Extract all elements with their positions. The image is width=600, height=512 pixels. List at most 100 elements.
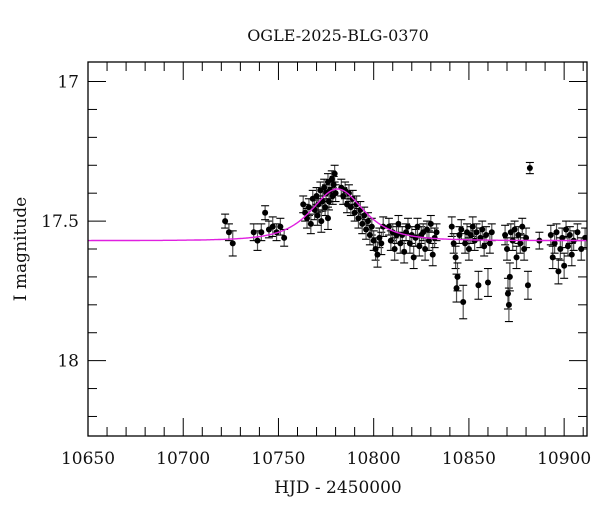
- data-point: [511, 226, 518, 233]
- data-point: [504, 290, 511, 297]
- data-point: [305, 204, 312, 211]
- data-point: [433, 229, 440, 236]
- data-point: [505, 301, 512, 308]
- x-axis-label: HJD - 2450000: [274, 478, 402, 498]
- data-point: [391, 246, 398, 252]
- plot-frame: [87, 61, 588, 437]
- data-point: [465, 246, 472, 252]
- data-point: [364, 218, 371, 225]
- data-point: [330, 181, 337, 188]
- data-point: [475, 282, 482, 289]
- data-point: [262, 209, 269, 216]
- data-point: [526, 165, 533, 172]
- data-point: [479, 226, 486, 233]
- data-point: [553, 229, 560, 236]
- axis-ticks: [87, 62, 587, 436]
- data-point: [318, 218, 325, 225]
- data-point: [307, 220, 314, 227]
- data-point: [324, 215, 331, 222]
- data-point: [250, 229, 257, 236]
- data-point: [483, 232, 490, 239]
- data-point: [517, 240, 524, 247]
- data-point: [504, 246, 511, 252]
- data-point: [376, 234, 383, 241]
- x-tick-label: 10650: [61, 449, 115, 469]
- data-point: [325, 198, 332, 205]
- data-point: [258, 229, 265, 236]
- data-point: [555, 268, 562, 275]
- y-axis-label: I magnitude: [11, 197, 31, 301]
- data-point: [254, 237, 261, 244]
- data-point: [521, 246, 528, 252]
- data-point: [314, 212, 321, 219]
- data-point: [370, 237, 377, 244]
- x-tick-label: 10800: [347, 449, 401, 469]
- data-point: [277, 223, 284, 230]
- data-point: [387, 237, 394, 244]
- data-point: [561, 262, 568, 269]
- x-tick-label: 10900: [537, 449, 591, 469]
- data-point: [422, 246, 429, 252]
- data-point: [427, 220, 434, 227]
- y-tick-label: 17: [57, 73, 79, 93]
- x-tick-label: 10700: [156, 449, 210, 469]
- data-point: [519, 223, 526, 230]
- data-point: [473, 229, 480, 236]
- data-point: [363, 226, 370, 233]
- data-point: [469, 223, 476, 230]
- y-tick-labels: 17 17.5 18: [41, 73, 79, 372]
- data-point: [331, 170, 338, 177]
- data-point: [574, 229, 581, 236]
- data-point: [359, 220, 366, 227]
- data-point: [549, 254, 556, 261]
- data-point: [578, 246, 585, 252]
- data-point: [429, 251, 436, 258]
- data-point: [557, 246, 564, 252]
- data-point: [395, 220, 402, 227]
- data-point: [551, 240, 558, 247]
- data-point: [559, 234, 566, 241]
- y-tick-label: 17.5: [41, 212, 79, 232]
- data-point: [454, 273, 461, 280]
- data-point: [456, 232, 463, 239]
- data-point: [450, 240, 457, 247]
- data-point: [462, 240, 469, 247]
- data-point: [393, 232, 400, 239]
- x-tick-label: 10750: [251, 449, 305, 469]
- data-point: [448, 223, 455, 230]
- data-point: [488, 229, 495, 236]
- data-point: [313, 192, 320, 199]
- data-point: [355, 215, 362, 222]
- data-point: [486, 240, 493, 247]
- y-tick-label: 18: [57, 352, 79, 372]
- data-point: [524, 282, 531, 289]
- data-point: [406, 240, 413, 247]
- data-point: [515, 232, 522, 239]
- data-point: [414, 223, 421, 230]
- data-point: [229, 240, 236, 247]
- data-point: [321, 184, 328, 191]
- data-point: [452, 254, 459, 261]
- data-point: [281, 234, 288, 241]
- data-point: [582, 234, 587, 241]
- data-point: [513, 254, 520, 261]
- data-point: [416, 243, 423, 250]
- data-point: [366, 232, 373, 239]
- data-point: [523, 234, 530, 241]
- data-point: [564, 243, 571, 250]
- data-point: [424, 226, 431, 233]
- chart-title: OGLE-2025-BLG-0370: [247, 26, 429, 45]
- model-curve: [88, 188, 587, 242]
- x-tick-label: 10850: [442, 449, 496, 469]
- data-point: [563, 226, 570, 233]
- data-point: [345, 190, 352, 197]
- data-points: [222, 165, 587, 308]
- data-point: [353, 201, 360, 208]
- data-point: [269, 223, 276, 230]
- data-point: [410, 254, 417, 261]
- data-point: [502, 232, 509, 239]
- data-point: [328, 176, 335, 183]
- data-point: [347, 204, 354, 211]
- data-point: [222, 218, 229, 225]
